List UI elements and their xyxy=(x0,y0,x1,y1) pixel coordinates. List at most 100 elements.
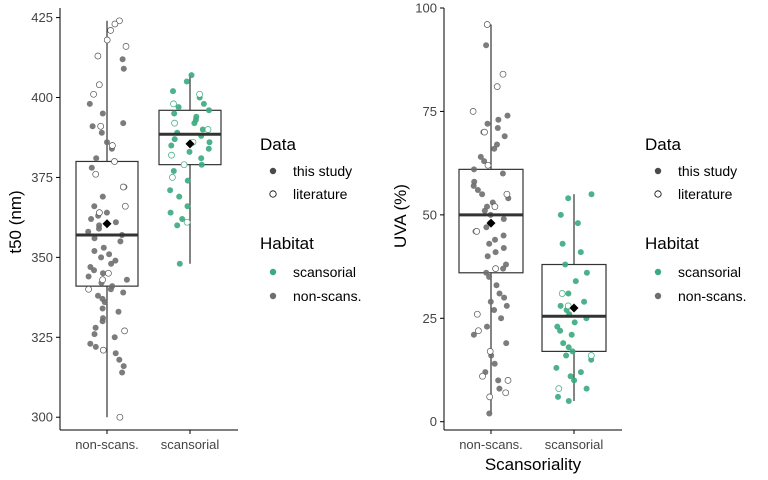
point-this-study xyxy=(483,224,490,231)
box-nonscans xyxy=(75,20,139,418)
point-this-study xyxy=(501,294,508,301)
point-this-study xyxy=(108,260,115,267)
point-literature xyxy=(484,161,492,169)
box-nonscans xyxy=(458,24,524,414)
point-this-study xyxy=(111,334,118,341)
point-literature xyxy=(486,393,494,401)
point-this-study xyxy=(481,207,488,214)
point-literature xyxy=(111,20,119,28)
point-this-study xyxy=(503,340,510,347)
point-literature xyxy=(116,413,124,421)
box-iqr xyxy=(158,109,222,166)
box-mean-marker xyxy=(486,218,496,228)
point-this-study xyxy=(501,133,508,140)
point-this-study xyxy=(499,170,506,177)
box-mean-marker xyxy=(185,139,195,149)
point-literature xyxy=(504,377,512,384)
y-tick-label: 350 xyxy=(31,250,53,265)
panel-t50-y-ticks: 300 325 350 375 400 425 xyxy=(31,10,60,425)
legend-habitat-title: Habitat xyxy=(260,234,314,253)
point-literature xyxy=(169,174,176,181)
y-tick-label: 400 xyxy=(31,90,53,105)
point-literature xyxy=(502,389,510,397)
point-literature xyxy=(105,269,112,277)
point-this-study xyxy=(569,348,576,355)
panel-uva-legend: Data this study literature Habitat scans… xyxy=(645,135,746,304)
point-this-study xyxy=(176,193,183,200)
point-this-study xyxy=(191,120,198,127)
x-tick-label: scansorial xyxy=(161,437,220,452)
point-this-study xyxy=(91,248,98,254)
point-this-study xyxy=(186,148,193,155)
legend-this-study-key xyxy=(269,167,277,175)
point-this-study xyxy=(568,331,575,338)
panel-t50-x-ticks: non-scans. scansorial xyxy=(75,430,219,452)
point-literature xyxy=(491,203,499,210)
point-this-study xyxy=(184,203,191,210)
point-this-study xyxy=(206,139,213,146)
y-tick-label: 375 xyxy=(31,170,53,185)
y-tick-label: 300 xyxy=(31,410,53,425)
point-literature xyxy=(492,265,499,272)
point-literature xyxy=(96,209,103,216)
point-literature xyxy=(92,170,100,178)
point-this-study xyxy=(565,195,572,202)
point-literature xyxy=(111,158,118,165)
panel-t50-plot xyxy=(75,17,222,421)
legend-habitat-title: Habitat xyxy=(645,234,699,253)
point-this-study xyxy=(120,363,127,370)
point-this-study xyxy=(199,126,206,133)
point-literature xyxy=(94,52,102,60)
legend-data-title: Data xyxy=(645,135,681,154)
point-this-study xyxy=(96,225,102,232)
point-this-study xyxy=(115,308,122,315)
point-this-study xyxy=(493,282,500,289)
point-this-study xyxy=(120,289,127,296)
point-literature xyxy=(204,126,212,133)
point-this-study xyxy=(120,120,127,127)
point-this-study xyxy=(492,236,498,243)
point-this-study xyxy=(100,270,106,277)
point-literature xyxy=(473,228,481,235)
legend-literature-key xyxy=(269,190,277,198)
point-this-study xyxy=(470,331,477,338)
point-this-study xyxy=(170,168,177,174)
point-this-study xyxy=(498,315,505,322)
point-this-study xyxy=(583,269,590,276)
point-this-study xyxy=(560,340,567,347)
point-literature xyxy=(95,81,103,89)
point-this-study xyxy=(198,161,205,168)
point-literature xyxy=(499,70,507,78)
point-this-study xyxy=(175,104,182,111)
legend-literature-label: literature xyxy=(293,186,348,202)
y-tick-label: 325 xyxy=(31,330,53,345)
point-literature xyxy=(587,352,595,359)
point-literature xyxy=(469,108,477,115)
panel-uva-y-label: UVA (%) xyxy=(391,184,410,248)
point-this-study xyxy=(500,245,507,251)
point-this-study xyxy=(86,100,93,107)
legend-scansorial-label: scansorial xyxy=(678,264,741,280)
point-this-study xyxy=(470,182,477,189)
point-this-study xyxy=(112,257,119,264)
point-this-study xyxy=(495,116,502,123)
legend-this-study-label: this study xyxy=(293,163,352,179)
point-this-study xyxy=(103,209,110,216)
point-this-study xyxy=(171,136,178,143)
panel-uva-x-ticks: non-scans. scansorial xyxy=(459,430,603,452)
box-mean-marker xyxy=(569,303,579,313)
point-this-study xyxy=(583,385,590,392)
legend-non-scans-label: non-scans. xyxy=(678,288,746,304)
point-this-study xyxy=(88,164,95,171)
point-this-study xyxy=(188,72,195,79)
point-this-study xyxy=(504,112,511,119)
point-this-study xyxy=(119,56,126,63)
point-this-study xyxy=(206,107,212,114)
point-this-study xyxy=(95,292,101,299)
legend-this-study-label: this study xyxy=(678,163,737,179)
point-this-study xyxy=(557,302,564,309)
point-this-study xyxy=(553,364,560,371)
y-tick-label: 100 xyxy=(415,1,437,16)
x-tick-label: scansorial xyxy=(545,437,604,452)
